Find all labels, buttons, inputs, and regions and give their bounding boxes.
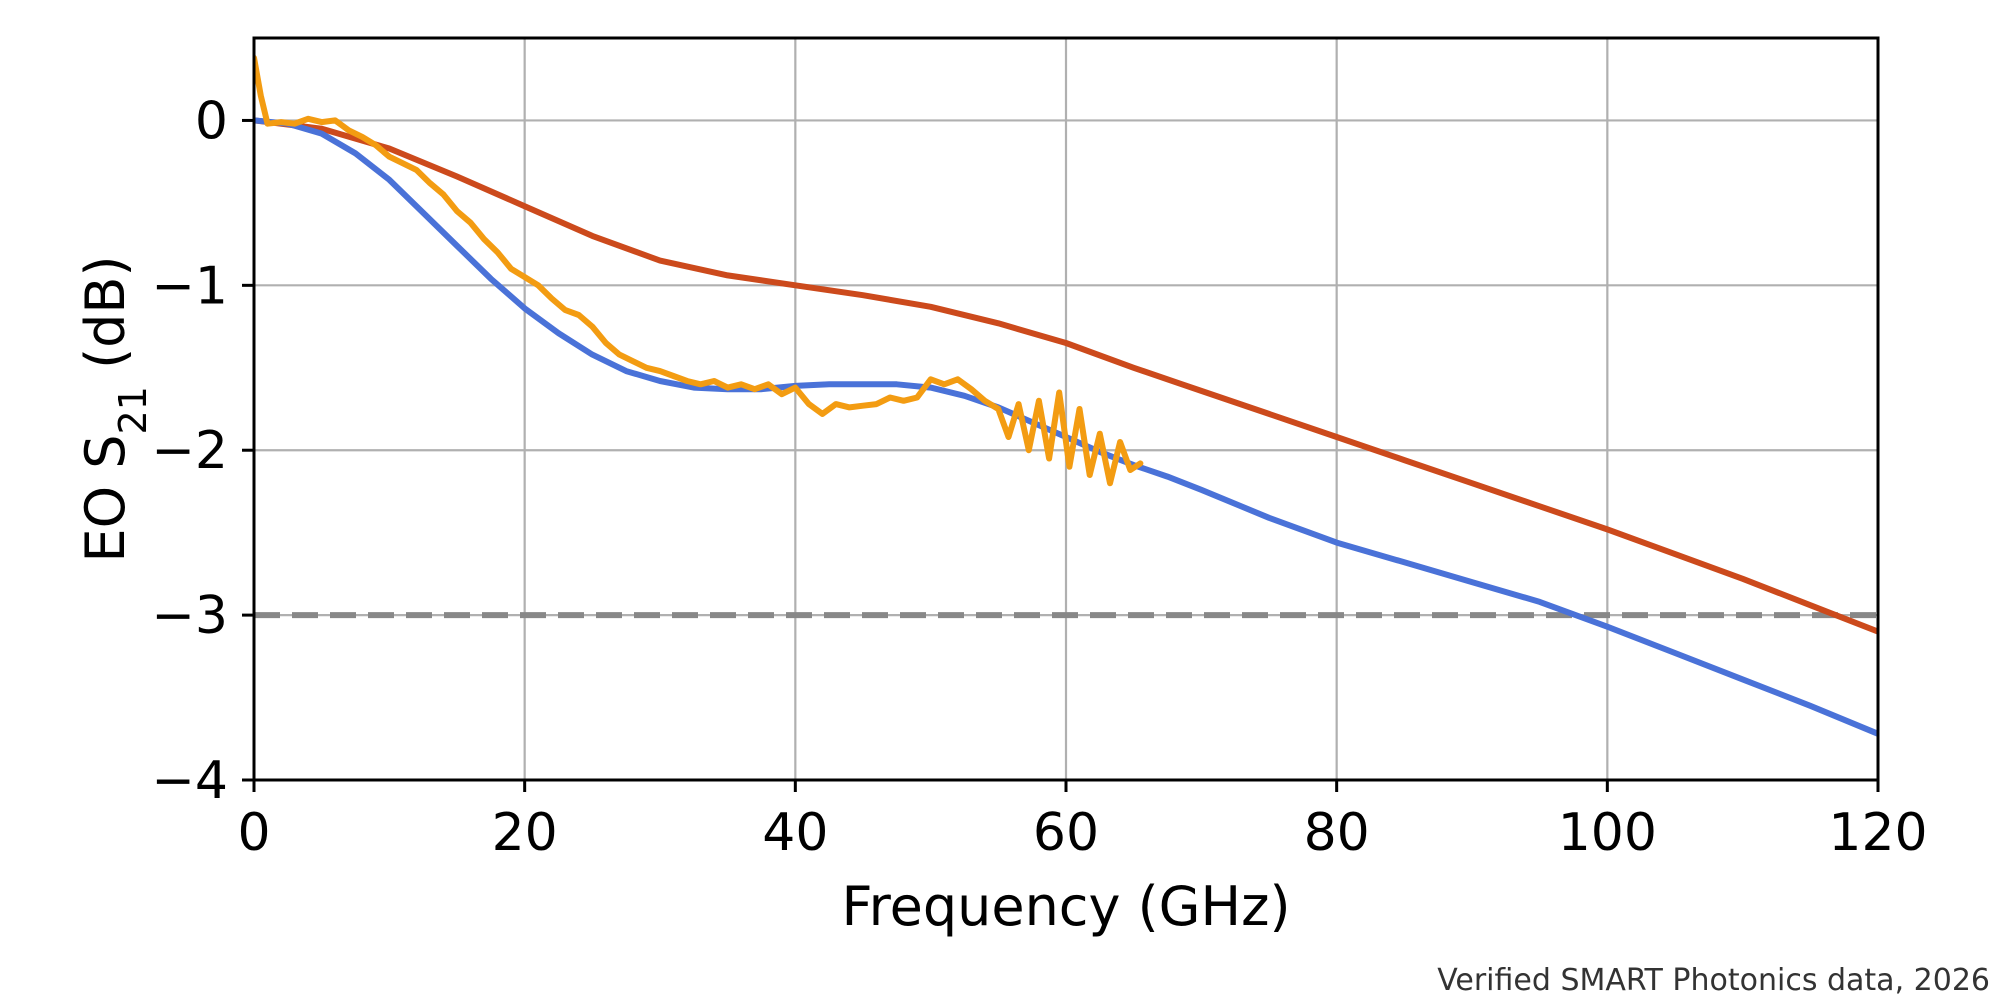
x-axis-title: Frequency (GHz): [841, 875, 1290, 938]
x-tick-label: 80: [1304, 803, 1370, 863]
grid: [252, 38, 1880, 782]
source-note: Verified SMART Photonics data, 2026: [1437, 963, 1990, 998]
series-line-2: [254, 117, 1878, 737]
x-tick-label: 20: [492, 803, 558, 863]
y-tick-label: 0: [195, 91, 228, 151]
x-tick-label: 120: [1828, 803, 1927, 863]
x-tick-label: 100: [1558, 803, 1657, 863]
series-line-3: [254, 54, 1144, 487]
y-axis-title-subscript: 21: [111, 386, 155, 434]
x-axis-ticks: 0 20 40 60 80 100 120: [237, 780, 1928, 863]
y-axis-title-suffix: (dB): [74, 255, 137, 386]
x-tick-label: 0: [237, 803, 270, 863]
series-line-1: [254, 117, 1878, 635]
y-axis-title: EO S21 (dB): [74, 255, 155, 562]
y-tick-label: −4: [151, 751, 228, 811]
y-axis-title-prefix: EO S: [74, 434, 137, 562]
x-tick-label: 40: [762, 803, 828, 863]
y-tick-label: −1: [151, 256, 228, 316]
y-tick-label: −2: [151, 421, 228, 481]
x-tick-label: 60: [1033, 803, 1099, 863]
series-group: [254, 54, 1878, 737]
y-axis-ticks: 0 −1 −2 −3 −4: [151, 91, 254, 811]
y-tick-label: −3: [151, 586, 228, 646]
